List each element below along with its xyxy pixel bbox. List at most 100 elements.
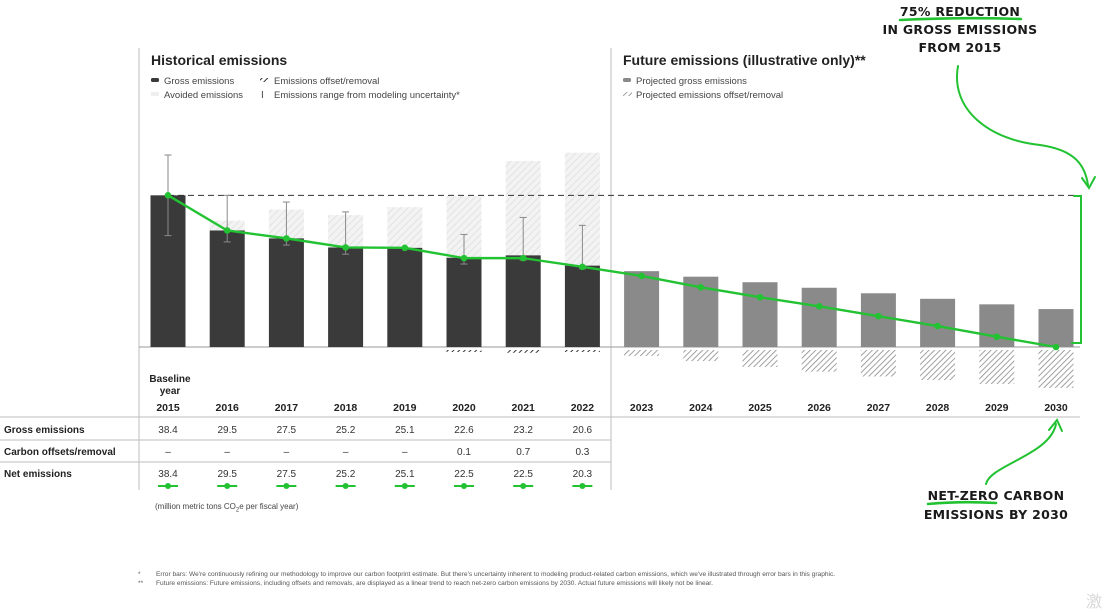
reduction-line2: IN GROSS EMISSIONS [883, 22, 1038, 37]
netzero-underline [926, 500, 998, 506]
net-point-2029 [993, 333, 1001, 341]
offsets-cell-2021: 0.7 [516, 447, 530, 458]
net-marker-dot-2020 [461, 483, 467, 489]
gross-cell-2016: 29.5 [217, 425, 237, 436]
net-marker-dot-2021 [520, 483, 527, 489]
net-marker-dot-2015 [165, 483, 171, 489]
legend-label-projected: Projected gross emissions [636, 76, 747, 87]
netzero-arrowhead [1048, 418, 1063, 432]
legend-right: Projected gross emissions Projected emis… [623, 76, 783, 101]
baseline-label-line1: Baseline [149, 374, 191, 385]
historical-heading: Historical emissions [151, 52, 287, 68]
baseline-label-line2: year [160, 386, 181, 397]
net-emissions-line [167, 194, 1057, 349]
year-label-2015: 2015 [156, 402, 180, 414]
projected-offset-bar-2024 [683, 350, 719, 362]
gross-cell-2019: 25.1 [395, 425, 415, 436]
gross-cell-2017: 27.5 [277, 425, 297, 436]
net-marker-dot-2016 [224, 483, 231, 489]
net-point-2017 [283, 235, 290, 242]
net-marker-dot-2019 [401, 483, 408, 489]
net-marker-dot-2022 [579, 483, 586, 489]
projected-bar-2026 [801, 287, 837, 347]
net-point-2015 [164, 192, 172, 199]
net-cell-2020: 22.5 [454, 469, 474, 480]
net-point-2025 [756, 293, 764, 301]
year-label-2021: 2021 [512, 402, 536, 414]
projected-bar-2025 [742, 282, 778, 347]
projected-offset-bar-2025 [742, 350, 778, 367]
reduction-underline [898, 16, 1023, 22]
offset-bar-2022 [564, 350, 600, 352]
net-cell-2021: 22.5 [513, 469, 533, 480]
gross-bar-2017 [268, 238, 304, 347]
offset-bar-2020 [446, 350, 482, 352]
net-cell-2022: 20.3 [573, 469, 593, 480]
netzero-line2: EMISSIONS BY 2030 [924, 507, 1068, 522]
gross-cell-2015: 38.4 [158, 425, 178, 436]
net-marker-dot-2017 [283, 483, 290, 489]
net-point-2028 [934, 322, 941, 330]
projected-bar-2027 [860, 293, 896, 347]
net-cell-2015: 38.4 [158, 469, 178, 480]
net-cell-2016: 29.5 [217, 469, 237, 480]
year-label-2030: 2030 [1044, 402, 1068, 414]
netzero-arrow [985, 423, 1057, 485]
year-label-2016: 2016 [216, 402, 240, 414]
year-label-2019: 2019 [393, 402, 417, 414]
legend-swatch-offset [260, 78, 269, 82]
gross-bar-2020 [446, 257, 482, 347]
offsets-cell-2018: – [343, 447, 349, 458]
legend-label-gross: Gross emissions [164, 76, 234, 87]
footnote-1: * Error bars: We're continuously refining… [138, 571, 836, 578]
legend-label-avoided: Avoided emissions [164, 90, 243, 101]
projected-offset-bar-2023 [624, 350, 660, 356]
offsets-cell-2016: – [224, 447, 230, 458]
gross-bar-2019 [387, 247, 423, 347]
legend-label-projected-offset: Projected emissions offset/removal [636, 90, 783, 101]
year-label-2029: 2029 [985, 402, 1009, 414]
year-tick-labels: 2015 2016 2017 2018 2019 2020 2021 2022 2023 2024… [156, 402, 1068, 414]
net-point-2020 [460, 254, 468, 262]
legend-swatch-errorbar: I [261, 90, 264, 101]
projected-offset-bar-2029 [979, 350, 1015, 384]
future-heading: Future emissions (illustrative only)** [623, 52, 866, 68]
net-point-2019 [401, 244, 409, 252]
legend-label-errorbar: Emissions range from modeling uncertaint… [274, 90, 460, 101]
offsets-cell-2017: – [284, 447, 290, 458]
year-label-2027: 2027 [867, 402, 891, 414]
projected-offset-bar-2028 [920, 350, 956, 381]
year-label-2020: 2020 [452, 402, 476, 414]
units-note: (million metric tons CO2e per fiscal yea… [155, 502, 299, 514]
gross-cell-2021: 23.2 [513, 425, 533, 436]
net-point-2026 [815, 303, 823, 310]
year-label-2028: 2028 [926, 402, 950, 414]
projected-offset-bar-2030 [1038, 350, 1074, 388]
gross-bar-2016 [209, 230, 245, 347]
gross-cell-2018: 25.2 [336, 425, 356, 436]
legend-swatch-gross [151, 78, 159, 82]
net-cell-2017: 27.5 [277, 469, 297, 480]
projected-offset-bar-2027 [860, 350, 896, 377]
net-point-2016 [223, 227, 231, 234]
netzero-annotation: NET-ZERO CARBON EMISSIONS BY 2030 [924, 418, 1068, 522]
gross-cell-2022: 20.6 [573, 425, 593, 436]
year-label-2025: 2025 [748, 402, 772, 414]
net-marker-dot-2018 [342, 483, 349, 489]
offset-bar-2021 [505, 350, 541, 353]
net-point-2030 [1052, 343, 1060, 351]
reduction-arrowhead [1081, 176, 1096, 190]
reduction-arrow [955, 65, 1089, 186]
legend-swatch-projected-offset [623, 92, 632, 96]
net-point-2023 [638, 272, 645, 280]
net-point-2024 [697, 284, 705, 291]
year-label-2018: 2018 [334, 402, 358, 414]
year-label-2022: 2022 [571, 402, 595, 414]
projected-bar-2023 [624, 271, 660, 347]
offsets-cell-2020: 0.1 [457, 447, 471, 458]
net-point-2018 [342, 244, 349, 251]
legend-swatch-avoided [151, 92, 159, 96]
net-point-2022 [579, 263, 586, 271]
watermark: 激 [1086, 594, 1103, 611]
